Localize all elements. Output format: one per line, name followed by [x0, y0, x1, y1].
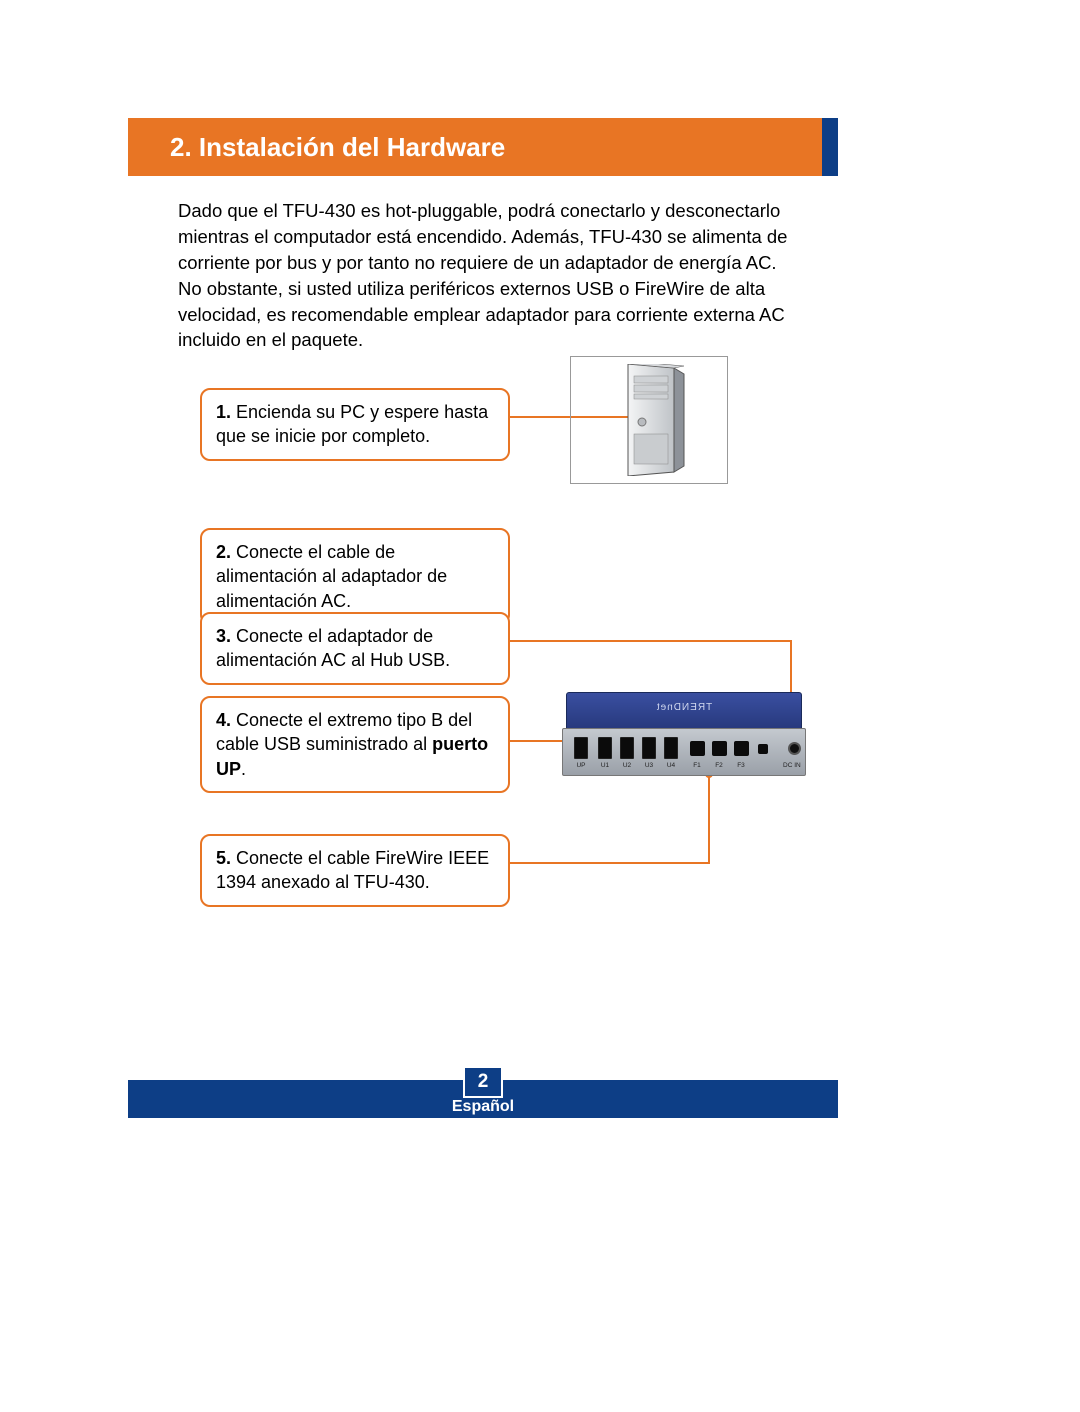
connector-line: [510, 640, 792, 642]
port-f2: [712, 741, 727, 756]
step-text: Conecte el cable de alimentación al adap…: [216, 542, 447, 611]
port-f3: [734, 741, 749, 756]
connector-line: [708, 774, 710, 864]
pc-tower-icon: [614, 364, 686, 476]
port-label: F1: [689, 762, 705, 769]
section-title: 2. Instalación del Hardware: [170, 132, 505, 163]
port-u3: [642, 737, 656, 759]
step-number: 1.: [216, 402, 231, 422]
step-number: 3.: [216, 626, 231, 646]
step-text: Conecte el adaptador de alimentación AC …: [216, 626, 450, 670]
port-f1: [690, 741, 705, 756]
step-number: 5.: [216, 848, 231, 868]
step-3: 3. Conecte el adaptador de alimentación …: [200, 612, 510, 685]
port-label: F3: [733, 762, 749, 769]
hub-top: TRENDnet: [566, 692, 802, 730]
port-up: [574, 737, 588, 759]
intro-paragraph: Dado que el TFU-430 es hot-pluggable, po…: [178, 198, 796, 353]
port-u2: [620, 737, 634, 759]
header-accent-strip: [822, 118, 838, 176]
step-text: .: [241, 759, 246, 779]
step-number: 4.: [216, 710, 231, 730]
port-label: U2: [619, 762, 635, 769]
step-5: 5. Conecte el cable FireWire IEEE 1394 a…: [200, 834, 510, 907]
dc-in-port: [788, 742, 801, 755]
usb-hub-icon: TRENDnet UP U1 U2 U3 U4 F1 F2 F3 DC IN: [560, 692, 808, 780]
port-f4: [758, 744, 768, 754]
port-label: U1: [597, 762, 613, 769]
port-label: UP: [573, 762, 589, 769]
page-number-badge: 2: [463, 1066, 503, 1098]
step-2: 2. Conecte el cable de alimentación al a…: [200, 528, 510, 625]
step-4: 4. Conecte el extremo tipo B del cable U…: [200, 696, 510, 793]
dc-in-label: DC IN: [783, 762, 801, 769]
port-label: U4: [663, 762, 679, 769]
hub-brand-label: TRENDnet: [656, 702, 712, 713]
section-header: 2. Instalación del Hardware: [128, 118, 828, 176]
connector-line: [510, 862, 710, 864]
port-label: F2: [711, 762, 727, 769]
step-text: Conecte el cable FireWire IEEE 1394 anex…: [216, 848, 489, 892]
page-number: 2: [478, 1071, 489, 1093]
footer-language: Español: [452, 1098, 514, 1115]
port-label: U3: [641, 762, 657, 769]
step-number: 2.: [216, 542, 231, 562]
port-u1: [598, 737, 612, 759]
step-text: Encienda su PC y espere hasta que se ini…: [216, 402, 488, 446]
port-u4: [664, 737, 678, 759]
step-1: 1. Encienda su PC y espere hasta que se …: [200, 388, 510, 461]
